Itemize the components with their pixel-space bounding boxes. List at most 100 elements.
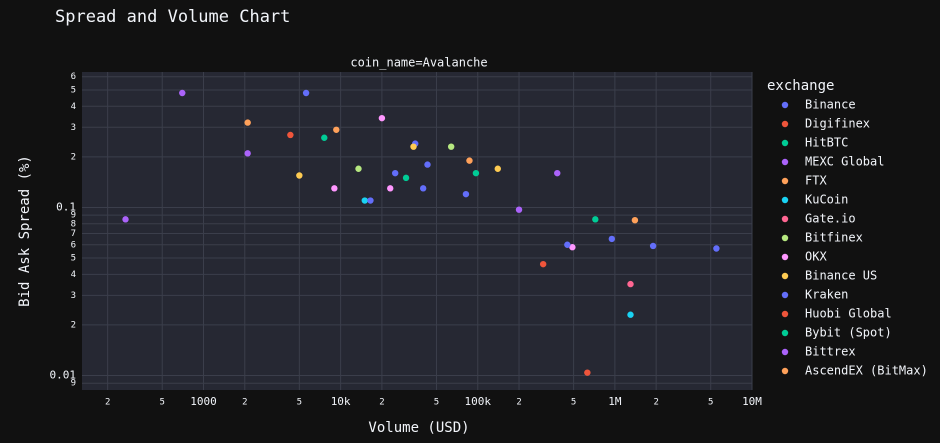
legend-label: Digifinex	[805, 117, 870, 131]
point	[244, 150, 251, 157]
point	[244, 119, 251, 126]
legend-marker	[781, 367, 789, 375]
grid: 2 5 1000 2 5 10k 2 5 100k 2 5 1M 2 5 10M654320.1987654…	[50, 72, 762, 408]
legend-marker	[781, 329, 789, 337]
x-tick-label: 1M	[608, 395, 622, 408]
legend-marker	[781, 272, 789, 280]
y-tick-label: 7	[71, 229, 76, 239]
legend-title: exchange	[767, 78, 834, 94]
point	[361, 197, 368, 204]
point	[649, 242, 657, 250]
point	[584, 369, 591, 376]
point	[355, 165, 362, 172]
y-tick-label: 6	[71, 72, 76, 82]
point	[402, 174, 410, 182]
x-tick-label: 1000	[190, 395, 217, 408]
legend-label: KuCoin	[805, 193, 848, 207]
legend-label: HitBTC	[805, 136, 848, 150]
legend-label: Gate.io	[805, 212, 856, 226]
point	[462, 190, 470, 198]
y-tick-label: 5	[71, 86, 76, 96]
point	[331, 185, 338, 192]
legend-label: Binance US	[805, 269, 877, 283]
legend-marker	[781, 177, 789, 185]
point	[296, 172, 303, 179]
point	[627, 280, 634, 288]
marks	[122, 89, 720, 376]
point	[608, 235, 616, 243]
legend-label: Bittrex	[805, 345, 856, 359]
point	[515, 206, 523, 213]
y-axis-label: Bid Ask Spread (%)	[17, 155, 33, 307]
legend-label: AscendEX (BitMax)	[805, 364, 928, 378]
y-tick-label: 6	[71, 240, 76, 250]
point	[539, 260, 547, 268]
legend-label: Bybit (Spot)	[805, 326, 892, 340]
point	[122, 216, 129, 223]
y-tick-label: 4	[71, 102, 76, 112]
point	[302, 89, 310, 97]
point	[631, 216, 639, 224]
plot-area	[82, 72, 752, 390]
point	[627, 311, 634, 318]
point	[378, 114, 386, 122]
x-tick-label: 5	[160, 398, 165, 408]
x-tick-label: 5	[708, 398, 713, 408]
legend-marker	[781, 139, 789, 147]
legend-marker	[781, 234, 789, 242]
point	[564, 241, 571, 248]
legend-marker	[781, 215, 789, 223]
legend-marker	[781, 196, 789, 204]
x-tick-label: 5	[297, 398, 302, 408]
x-tick-label: 10M	[742, 395, 762, 408]
x-tick-label: 2	[379, 398, 384, 408]
legend-marker	[781, 253, 789, 261]
x-tick-label: 2	[105, 398, 110, 408]
y-tick-label: 0.01	[50, 369, 77, 382]
y-tick-label: 5	[71, 254, 76, 264]
x-axis-label: Volume (USD)	[368, 420, 469, 436]
point	[592, 216, 599, 223]
legend-marker	[781, 101, 789, 109]
point	[419, 185, 427, 192]
point	[447, 143, 455, 150]
legend-marker	[781, 120, 789, 128]
point	[321, 134, 328, 141]
legend-label: Kraken	[805, 288, 848, 302]
point	[472, 169, 480, 177]
legend: Binance Digifinex HitBTC MEXC Global FTX KuCo…	[781, 98, 928, 378]
x-tick-label: 5	[571, 398, 576, 408]
y-tick-label: 0.1	[56, 200, 76, 213]
y-tick-label: 2	[71, 320, 76, 330]
x-tick-label: 100k	[465, 395, 492, 408]
x-tick-label: 2	[653, 398, 658, 408]
point	[287, 131, 294, 139]
legend-label: Bitfinex	[805, 231, 863, 245]
legend-label: Huobi Global	[805, 307, 892, 321]
legend-marker	[781, 348, 789, 356]
y-tick-label: 3	[71, 291, 76, 301]
legend-marker	[781, 291, 789, 299]
y-tick-label: 8	[71, 219, 76, 229]
chart-title: Spread and Volume Chart	[55, 7, 290, 27]
point	[391, 169, 399, 177]
legend-label: Binance	[805, 98, 856, 112]
point	[367, 197, 374, 204]
x-tick-label: 2	[242, 398, 247, 408]
point	[713, 245, 720, 252]
x-tick-label: 5	[434, 398, 439, 408]
x-tick-label: 10k	[331, 395, 351, 408]
legend-label: FTX	[805, 174, 827, 188]
point	[424, 161, 431, 168]
point	[466, 157, 473, 164]
y-tick-label: 9	[71, 379, 76, 389]
point	[494, 165, 501, 172]
point	[569, 244, 576, 251]
y-tick-label: 3	[71, 123, 76, 133]
legend-label: MEXC Global	[805, 155, 884, 169]
legend-marker	[781, 158, 789, 166]
point	[410, 143, 417, 150]
y-tick-label: 2	[71, 152, 76, 162]
legend-marker	[781, 310, 789, 318]
